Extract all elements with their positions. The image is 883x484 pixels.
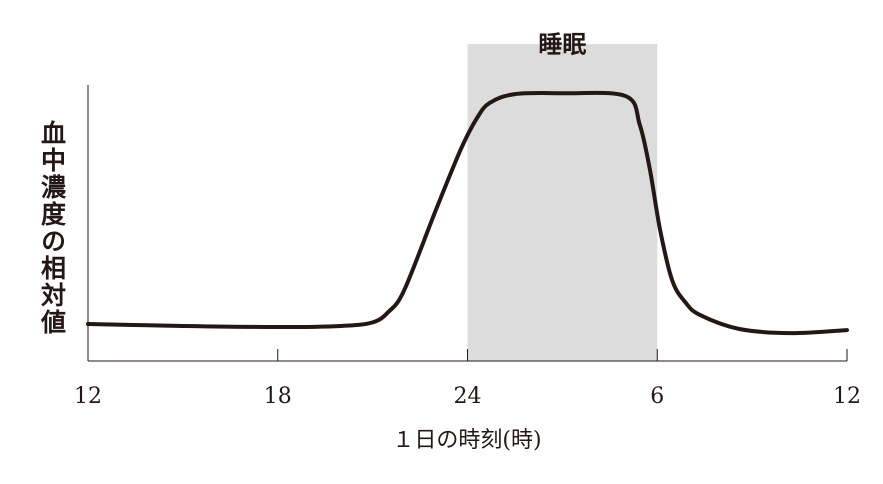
x-tick-label: 12 (74, 384, 102, 409)
y-axis-label: 血中濃度の相対値 (38, 120, 68, 336)
data-line (86, 90, 849, 336)
x-tick-label: 24 (454, 384, 482, 409)
x-tick-label: 12 (833, 384, 861, 409)
x-tick-label: 18 (264, 384, 292, 409)
x-axis-label: １日の時刻(時) (392, 428, 541, 453)
x-tick-label: 6 (650, 384, 664, 409)
region-label: 睡眠 (538, 30, 586, 59)
